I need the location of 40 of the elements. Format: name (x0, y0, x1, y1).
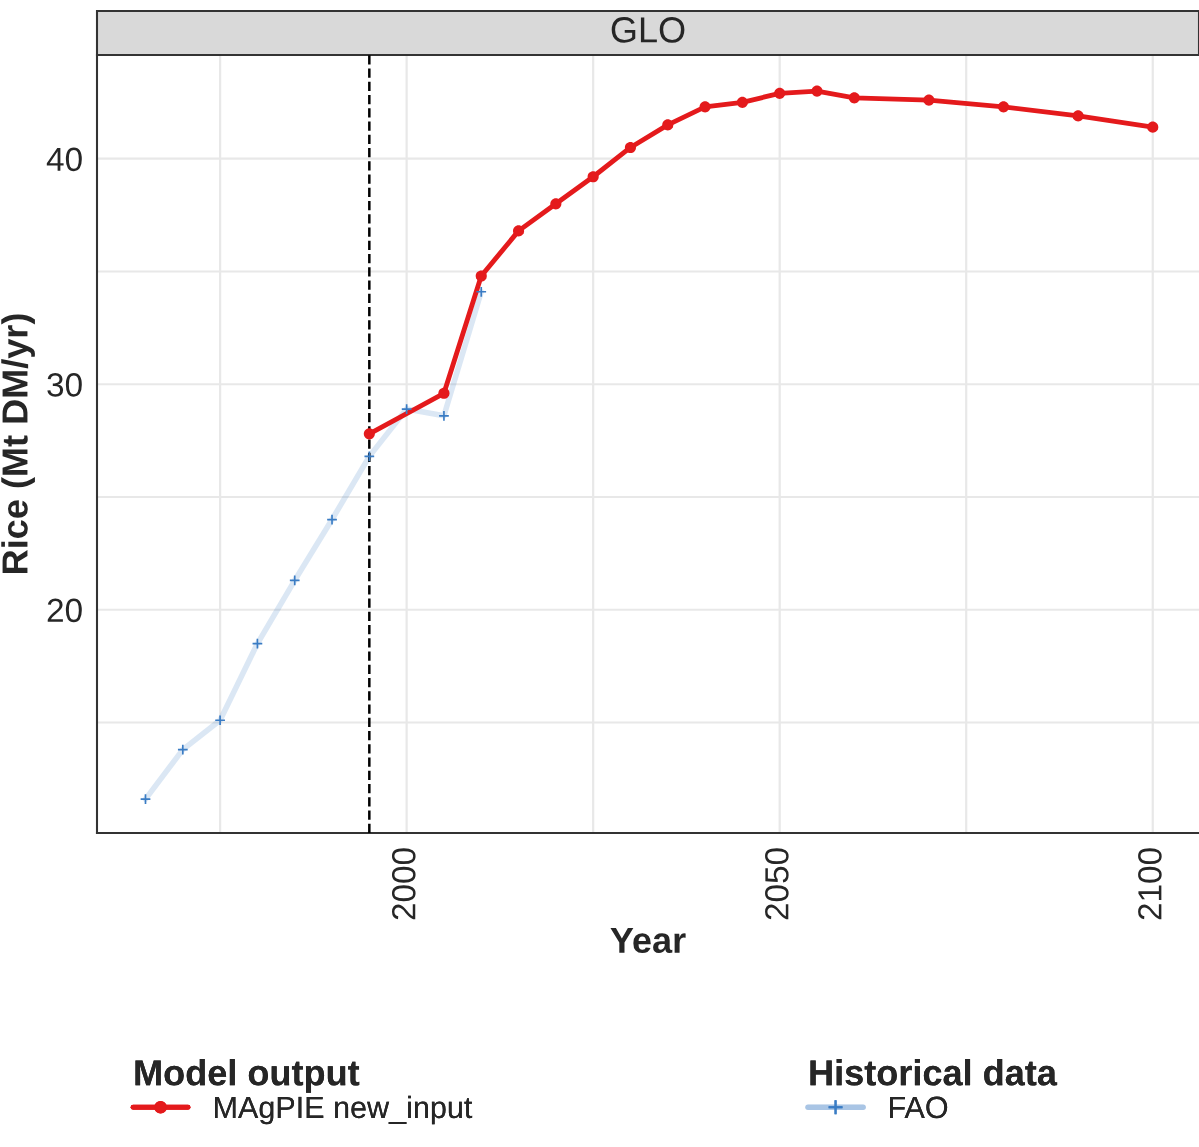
point (177, 743, 189, 756)
point (251, 637, 264, 650)
x-tick-label: 2050 (765, 848, 789, 920)
point (475, 270, 487, 282)
point (774, 87, 786, 99)
point (923, 94, 935, 106)
point (699, 101, 711, 113)
point (289, 574, 301, 587)
point (662, 119, 674, 131)
point (587, 171, 599, 183)
point (139, 793, 152, 805)
point (363, 450, 376, 463)
point (438, 387, 450, 399)
point (1072, 110, 1084, 122)
point (326, 513, 338, 526)
y-tick-label: 30 (47, 373, 82, 397)
text: Historical data (810, 1059, 1058, 1086)
point (550, 198, 562, 210)
legend-label: FAO (890, 1096, 948, 1119)
point (624, 141, 637, 154)
point (438, 410, 450, 422)
point (475, 286, 487, 298)
chart-title: GLO (611, 17, 685, 43)
x-tick-label: 2000 (391, 848, 416, 920)
y-axis-title: Rice (Mt DM/yr) (1, 314, 35, 573)
legend-label: MAgPIE new_input (215, 1095, 473, 1125)
y-tick-label: 40 (46, 147, 82, 172)
text: Model output (135, 1059, 360, 1093)
point (512, 225, 525, 237)
point (997, 101, 1010, 113)
point (811, 85, 823, 97)
x-axis-title: Year (610, 927, 686, 954)
point (848, 92, 860, 104)
point (400, 403, 413, 415)
point (363, 428, 375, 440)
y-tick-label: 20 (47, 598, 82, 623)
point (1147, 121, 1159, 133)
point (214, 714, 226, 726)
x-tick-label: 2100 (1138, 848, 1162, 920)
point (736, 96, 748, 108)
